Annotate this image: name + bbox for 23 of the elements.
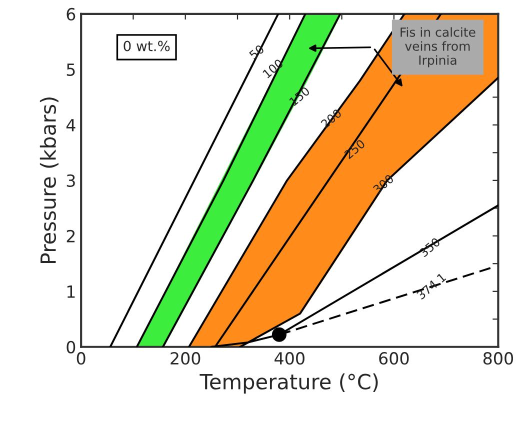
annotation: 150: [288, 86, 310, 106]
annotation: 100: [262, 58, 284, 78]
x-tick-label: 400: [274, 352, 304, 365]
annotation: 250: [344, 138, 366, 160]
y-axis-title: Pressure (kbars): [40, 98, 58, 264]
annotation: 0 wt.%: [124, 40, 170, 52]
y-tick-label: 3: [66, 174, 75, 187]
annotation: 350: [418, 237, 441, 258]
annotation: 200: [320, 108, 342, 129]
y-tick-label: 6: [66, 8, 76, 21]
annotation: Fis in calcite veins from Irpinia: [400, 27, 476, 68]
y-tick-label: 0: [66, 340, 76, 354]
y-tick-label: 2: [66, 230, 75, 242]
annotation: 300: [372, 174, 394, 194]
y-tick-label: 4: [66, 119, 76, 132]
x-tick-label: 0: [76, 352, 86, 365]
y-tick-label: 1: [67, 286, 75, 298]
x-tick-label: 200: [170, 352, 200, 365]
x-axis-title: Temperature (°C): [200, 373, 378, 394]
y-tick-label: 5: [66, 64, 75, 76]
x-tick-label: 600: [379, 352, 409, 365]
x-tick-label: 800: [483, 352, 513, 365]
annotation: 50: [248, 44, 265, 60]
